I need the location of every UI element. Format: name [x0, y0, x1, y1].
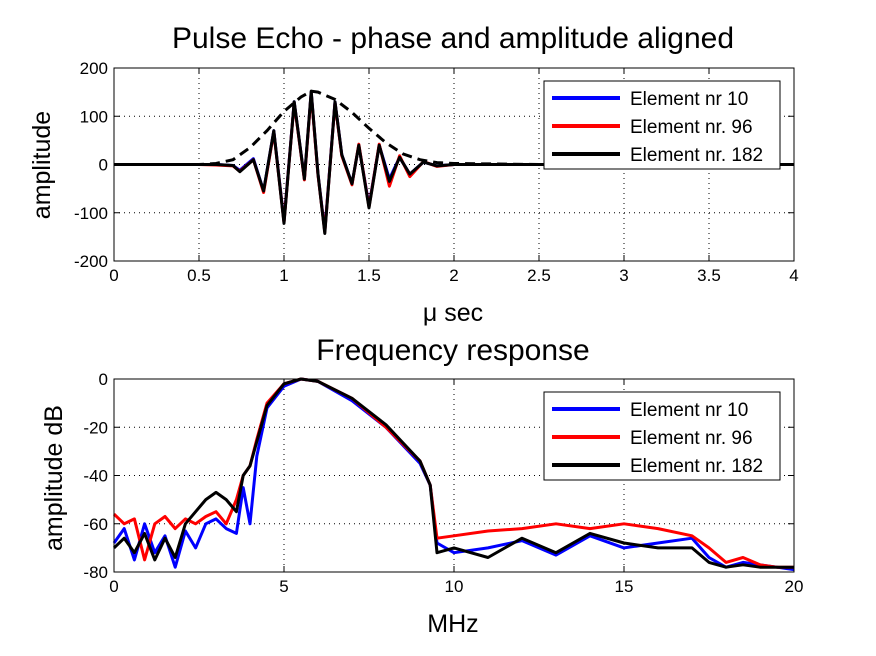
y-axis-label: amplitude dB	[40, 405, 68, 551]
x-axis-label: μ sec	[423, 299, 483, 327]
y-tick-label: -200	[74, 252, 108, 271]
y-tick-label: -20	[83, 418, 108, 437]
x-tick-label: 3	[619, 266, 628, 285]
x-tick-label: 0	[109, 577, 118, 596]
x-tick-label: 10	[445, 577, 464, 596]
x-tick-label: 20	[785, 577, 804, 596]
chart-title: Frequency response	[316, 334, 590, 367]
pulse-echo-chart: Pulse Echo - phase and amplitude aligned…	[28, 22, 799, 327]
y-tick-label: -100	[74, 204, 108, 223]
legend-label: Element nr. 96	[630, 117, 753, 138]
x-tick-label: 4	[789, 266, 798, 285]
y-tick-label: 0	[99, 370, 108, 389]
x-tick-label: 3.5	[697, 266, 721, 285]
y-tick-label: 100	[80, 107, 108, 126]
legend-label: Element nr. 182	[630, 145, 763, 166]
series-line-3	[112, 377, 794, 569]
chart-title: Pulse Echo - phase and amplitude aligned	[172, 22, 734, 55]
frequency-response-chart: Frequency response 0 5 10 15 20 -80 -60 -40 -20 0…	[40, 334, 803, 638]
x-tick-label: 1.5	[357, 266, 381, 285]
legend-label: Element nr 10	[630, 400, 748, 421]
legend-label: Element nr 10	[630, 89, 748, 110]
x-tick-label: 0.5	[187, 266, 211, 285]
x-axis-label-symbol: μ	[423, 299, 437, 327]
y-tick-label: 200	[80, 59, 108, 78]
x-tick-label: 5	[279, 577, 288, 596]
legend-label: Element nr. 182	[630, 456, 763, 477]
legend: Element nr 10 Element nr. 96 Element nr. 1…	[543, 80, 781, 170]
y-tick-label: 0	[99, 156, 108, 175]
x-axis-label-text: sec	[437, 299, 483, 327]
x-tick-label: 15	[615, 577, 634, 596]
x-tick-label: 0	[109, 266, 118, 285]
y-tick-label: -80	[83, 563, 108, 582]
y-tick-label: -40	[83, 467, 108, 486]
envelope-line	[114, 89, 794, 166]
series-line-3	[114, 89, 794, 235]
y-tick-label: -60	[83, 515, 108, 534]
x-tick-label: 1	[279, 266, 288, 285]
legend-label: Element nr. 96	[630, 428, 753, 449]
x-tick-label: 2.5	[527, 266, 551, 285]
x-axis-label: MHz	[427, 610, 478, 638]
y-axis-label: amplitude	[28, 111, 56, 219]
x-tick-label: 2	[449, 266, 458, 285]
legend: Element nr 10 Element nr. 96 Element nr. 1…	[543, 391, 781, 481]
